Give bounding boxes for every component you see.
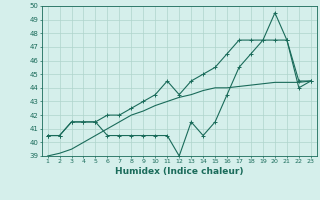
X-axis label: Humidex (Indice chaleur): Humidex (Indice chaleur) — [115, 167, 244, 176]
